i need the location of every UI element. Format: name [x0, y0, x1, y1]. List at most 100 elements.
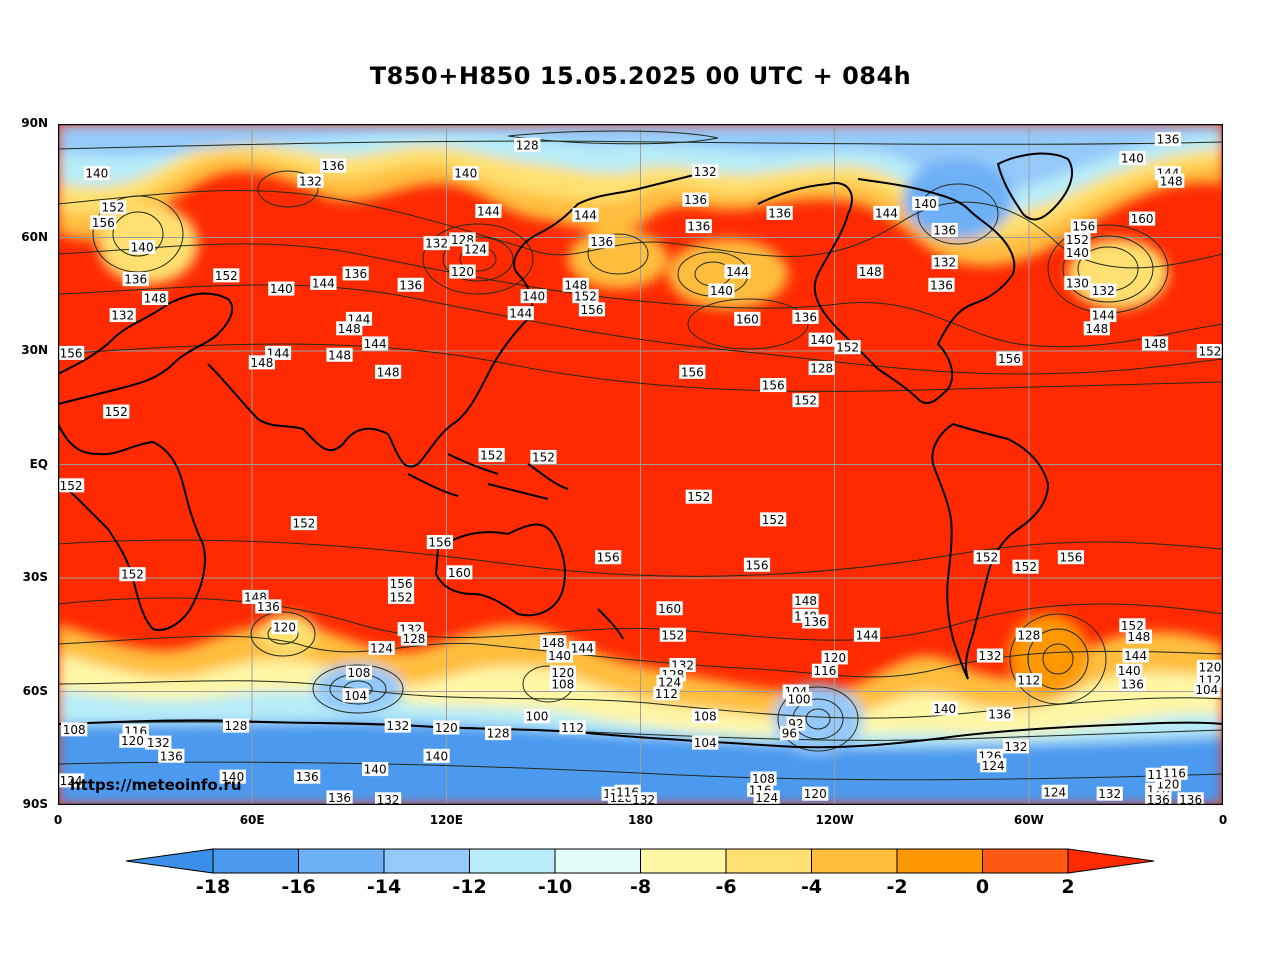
- contour-label: 136: [685, 219, 712, 234]
- contour-label: 152: [1119, 618, 1146, 633]
- contour-label-text: 152: [687, 490, 710, 504]
- contour-label-bg: [319, 158, 347, 173]
- contour-label: 156: [743, 557, 771, 572]
- contour-label-bg: [630, 792, 657, 805]
- lon-label: 180: [627, 813, 654, 827]
- contour-label-text: 120: [551, 666, 574, 680]
- contour-label-text: 128: [1017, 628, 1040, 642]
- colorbar-bin: [469, 848, 556, 874]
- contour-label-bg: [912, 196, 939, 211]
- contour-label-bg: [588, 234, 615, 249]
- contour-label-bg: [336, 321, 363, 336]
- contour-label-bg: [368, 640, 395, 655]
- contour-label-bg: [595, 550, 622, 565]
- contour-label-bg: [549, 665, 576, 680]
- contour-label-bg: [384, 718, 411, 733]
- colorbar-bin: [982, 848, 1069, 874]
- contour-label-bg: [785, 692, 813, 707]
- contour-label-bg: [779, 726, 799, 741]
- contour-label: 132: [1002, 739, 1029, 754]
- contour-label-text: 132: [111, 309, 134, 323]
- contour-label-text: 132: [933, 256, 956, 270]
- contour-label: 152: [387, 589, 415, 604]
- contour-label-bg: [685, 489, 712, 504]
- lat-label: 60S: [22, 683, 48, 698]
- contour-label-bg: [158, 748, 185, 763]
- contour-label-text: 120: [435, 721, 458, 735]
- contour-label-text: 124: [370, 641, 393, 655]
- contour-label-bg: [1064, 275, 1091, 290]
- contour-label-text: 144: [1124, 649, 1147, 663]
- contour-label: 144: [310, 275, 337, 290]
- contour-label: 132: [931, 255, 958, 270]
- contour-label-text: 112: [561, 721, 584, 735]
- lon-label: 0: [1218, 813, 1228, 827]
- contour-label-text: 148: [1127, 630, 1150, 644]
- contour-label-bg: [1145, 767, 1165, 782]
- contour-label-text: 136: [687, 220, 710, 234]
- contour-label-text: 144: [477, 205, 500, 219]
- contour-label-bg: [294, 769, 321, 784]
- contour-label-text: 148: [144, 292, 167, 306]
- contour-label-bg: [656, 601, 683, 616]
- lat-label: 90N: [21, 116, 48, 130]
- contour-label-text: 152: [574, 290, 597, 304]
- contour-label: 160: [446, 565, 473, 580]
- contour-label: 124: [368, 640, 395, 655]
- contour-label-text: 132: [979, 649, 1002, 663]
- contour-label-text: 144: [1092, 309, 1115, 323]
- contour-label-bg: [1015, 627, 1042, 642]
- contour-label: 136: [588, 234, 615, 249]
- contour-label-text: 108: [63, 723, 86, 737]
- africa-coast: [58, 423, 206, 631]
- contour-label: 156: [578, 302, 606, 317]
- contour-label-text: 140: [548, 649, 571, 663]
- contour-label-bg: [685, 219, 712, 234]
- contour-label-bg: [141, 291, 169, 306]
- contour-label-text: 148: [859, 265, 882, 279]
- contour-label-text: 156: [428, 536, 451, 550]
- contour-label-text: 148: [1160, 174, 1183, 188]
- contour-label: 156: [426, 535, 453, 550]
- contour-label: 140: [423, 748, 450, 763]
- contour-label: 144: [569, 640, 596, 655]
- contour-label: 112: [1015, 673, 1042, 688]
- contour-label-text: 104: [1195, 683, 1218, 697]
- contour-label-bg: [559, 720, 586, 735]
- contour-label: 140: [129, 239, 156, 254]
- contour-label-text: 144: [571, 641, 594, 655]
- contour-label: 156: [387, 576, 415, 591]
- contour-label: 148: [1158, 173, 1185, 188]
- contour-label-text: 156: [746, 558, 769, 572]
- contour-label-bg: [1177, 792, 1204, 805]
- contour-label-bg: [569, 640, 596, 655]
- contour-label-text: 136: [930, 278, 953, 292]
- contour-label-bg: [397, 277, 424, 292]
- colorbar-extend-low: [126, 848, 214, 874]
- contour-label-bg: [446, 565, 473, 580]
- contour-label-bg: [986, 707, 1013, 722]
- contour-label: 152: [290, 516, 318, 531]
- contour-label: 108: [549, 676, 576, 691]
- contour-label-text: 136: [328, 791, 351, 805]
- contour-label-text: 152: [836, 341, 859, 355]
- contour-label-bg: [475, 204, 502, 219]
- colorbar-extend-high: [1067, 848, 1155, 874]
- contour-label-bg: [1196, 659, 1223, 674]
- contour-label: 136: [326, 790, 353, 805]
- colorbar-tick: -14: [366, 876, 402, 898]
- contour-label-bg: [387, 589, 415, 604]
- contour-label-text: 156: [681, 365, 704, 379]
- contour-label-bg: [103, 404, 130, 419]
- contour-label-bg: [129, 239, 156, 254]
- contour-label-text: 160: [448, 566, 471, 580]
- contour-label-text: 136: [296, 770, 319, 784]
- contour-label: 144: [507, 306, 534, 321]
- contour-label-bg: [514, 137, 541, 152]
- contour-label-text: 136: [804, 615, 827, 629]
- colorbar-tick: 0: [975, 876, 990, 898]
- contour-label-bg: [931, 222, 958, 237]
- contour-label-bg: [1096, 786, 1123, 801]
